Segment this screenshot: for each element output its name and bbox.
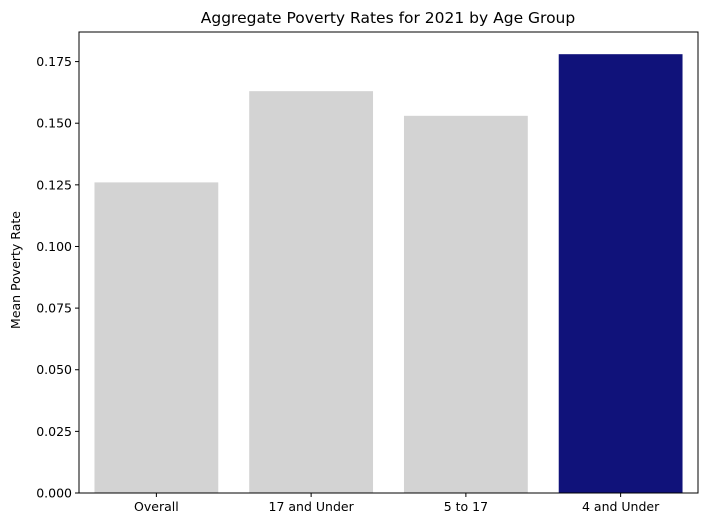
bar-17-and-under bbox=[249, 91, 374, 494]
y-tick-label: 0.025 bbox=[36, 424, 72, 439]
y-tick-label: 0.125 bbox=[36, 177, 72, 192]
y-axis-label: Mean Poverty Rate bbox=[8, 211, 23, 329]
plot-frame bbox=[78, 31, 699, 494]
bar-4-and-under bbox=[558, 54, 683, 493]
x-tick-label: Overall bbox=[134, 499, 179, 514]
bar-5-to-17 bbox=[403, 115, 528, 493]
bar-overall bbox=[94, 182, 219, 493]
x-tick-label: 4 and Under bbox=[582, 499, 660, 514]
bars-layer bbox=[94, 54, 683, 494]
y-tick-label: 0.000 bbox=[36, 486, 72, 501]
x-axis-ticks: Overall 17 and Under 5 to 17 4 and Under bbox=[134, 493, 660, 514]
x-tick-label: 17 and Under bbox=[269, 499, 355, 514]
y-tick-label: 0.150 bbox=[36, 116, 72, 131]
y-axis-ticks: 0.000 0.025 0.050 0.075 0.100 0.125 0.150 0.175 bbox=[36, 54, 79, 501]
y-tick-label: 0.050 bbox=[36, 362, 72, 377]
chart-title: Aggregate Poverty Rates for 2021 by Age … bbox=[201, 9, 575, 27]
x-tick-label: 5 to 17 bbox=[444, 499, 488, 514]
y-tick-label: 0.100 bbox=[36, 239, 72, 254]
y-tick-label: 0.175 bbox=[36, 54, 72, 69]
y-tick-label: 0.075 bbox=[36, 301, 72, 316]
